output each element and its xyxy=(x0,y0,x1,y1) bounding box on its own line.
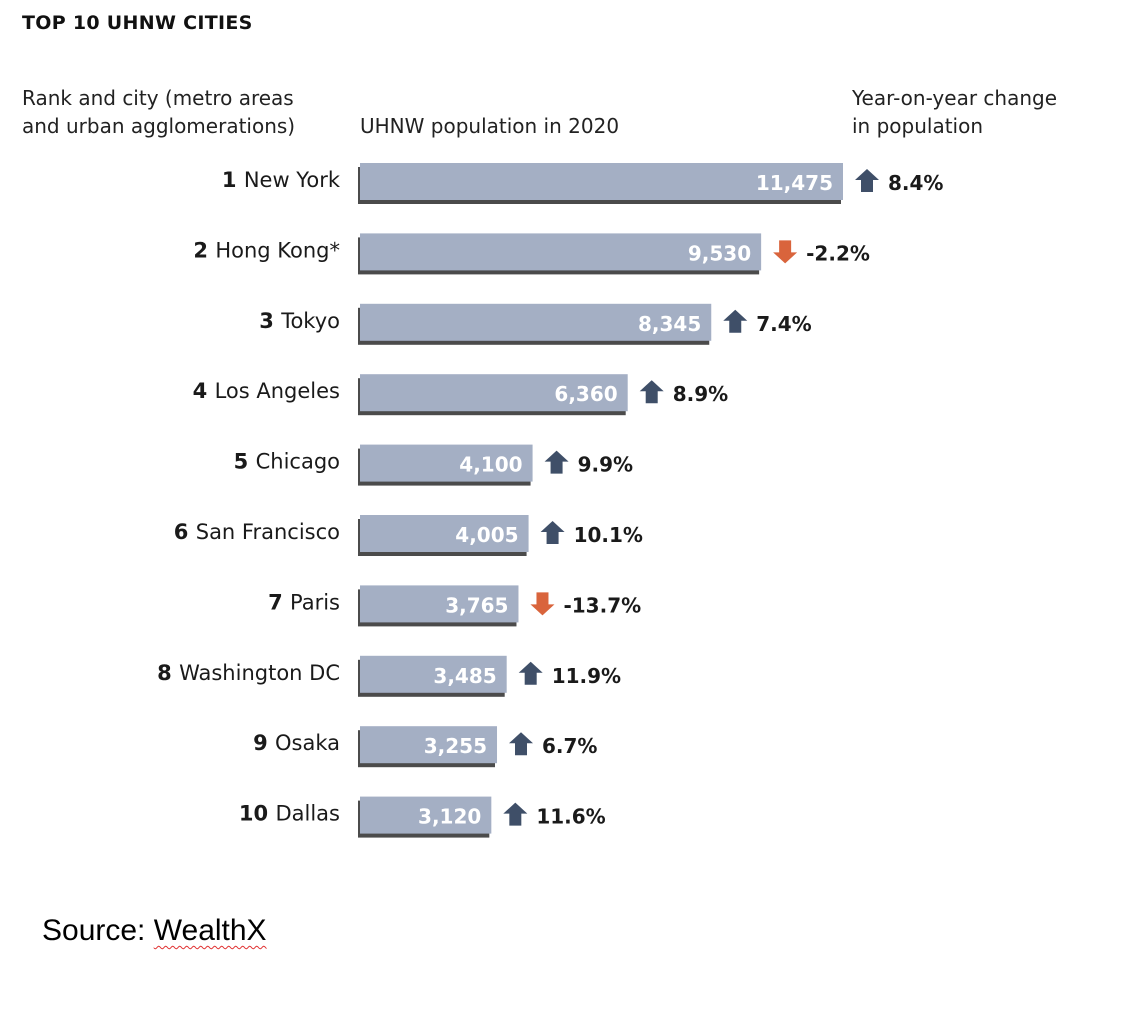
change-header-line-2: in population xyxy=(852,114,984,138)
source-note: Source: WealthX xyxy=(42,914,267,948)
city-name: Los Angeles xyxy=(215,379,340,403)
bar xyxy=(360,444,533,482)
source-name: WealthX xyxy=(153,914,267,947)
city-rank: 9 xyxy=(253,731,275,755)
city-label: 8 Washington DC xyxy=(157,661,340,685)
population-column-header: UHNW population in 2020 xyxy=(360,114,620,138)
arrow-up-icon xyxy=(855,169,879,192)
city-label: 6 San Francisco xyxy=(174,520,340,544)
city-name: Dallas xyxy=(275,802,340,826)
bar-value-label: 3,765 xyxy=(445,593,508,617)
city-rank: 6 xyxy=(174,520,196,544)
bar-row: 9 Osaka 3,255 6.7% xyxy=(253,726,597,768)
bar-value-label: 8,345 xyxy=(638,312,701,336)
city-rank: 1 xyxy=(222,168,244,192)
city-label: 9 Osaka xyxy=(253,731,340,755)
arrow-up-icon xyxy=(540,521,565,544)
bar xyxy=(360,374,628,412)
arrow-up-icon xyxy=(639,380,664,404)
city-label: 5 Chicago xyxy=(234,450,340,474)
city-rank: 10 xyxy=(239,802,276,826)
bar-row: 6 San Francisco 4,005 10.1% xyxy=(174,515,643,556)
change-header-line-1: Year-on-year change xyxy=(852,86,1058,110)
bar-row: 7 Paris 3,765 -13.7% xyxy=(268,585,641,627)
change-label: 8.9% xyxy=(673,382,728,406)
city-label: 3 Tokyo xyxy=(259,309,340,333)
city-label: 2 Hong Kong* xyxy=(193,238,340,262)
bar xyxy=(360,585,519,623)
arrow-up-icon xyxy=(509,732,534,756)
change-label: -13.7% xyxy=(563,593,641,617)
change-label: -2.2% xyxy=(806,241,870,265)
arrow-up-icon xyxy=(503,802,528,826)
city-rank: 3 xyxy=(259,309,281,333)
city-name: Tokyo xyxy=(280,309,340,333)
change-label: 10.1% xyxy=(574,523,643,547)
city-name: Chicago xyxy=(256,450,340,474)
bar-row: 2 Hong Kong* 9,530 -2.2% xyxy=(193,233,870,275)
bar-value-label: 4,100 xyxy=(459,453,522,477)
bar-value-label: 4,005 xyxy=(455,523,518,547)
bar-row: 1 New York 11,475 8.4% xyxy=(222,163,943,204)
arrow-down-icon xyxy=(530,592,555,616)
change-label: 9.9% xyxy=(578,453,633,477)
bar-value-label: 9,530 xyxy=(688,241,751,265)
rank-column-header: Rank and city (metro areas and urban agg… xyxy=(22,84,295,140)
arrow-down-icon xyxy=(773,240,798,264)
bar xyxy=(360,796,492,834)
arrow-up-icon xyxy=(518,661,543,685)
bar xyxy=(360,726,498,764)
bar xyxy=(360,655,507,693)
bar-value-label: 3,485 xyxy=(433,664,496,688)
city-rank: 7 xyxy=(268,590,290,614)
bar-row: 10 Dallas 3,120 11.6% xyxy=(239,796,606,838)
bar-value-label: 3,255 xyxy=(424,734,487,758)
change-label: 8.4% xyxy=(888,171,943,195)
city-name: Hong Kong* xyxy=(215,238,340,262)
rank-header-line-2: and urban agglomerations) xyxy=(22,114,296,138)
bar-value-label: 11,475 xyxy=(756,171,833,195)
city-rank: 8 xyxy=(157,661,179,685)
bar xyxy=(360,163,843,200)
city-rank: 4 xyxy=(193,379,215,403)
city-name: New York xyxy=(244,168,341,192)
arrow-up-icon xyxy=(723,309,748,333)
bar xyxy=(360,233,762,271)
city-name: Osaka xyxy=(275,731,340,755)
city-label: 10 Dallas xyxy=(239,802,340,826)
bar-chart: 1 New York 11,475 8.4% 2 Hong Kong* 9,530 -2.… xyxy=(157,163,943,838)
bar xyxy=(360,303,712,341)
change-label: 7.4% xyxy=(756,312,811,336)
change-label: 6.7% xyxy=(542,734,597,758)
city-label: 4 Los Angeles xyxy=(193,379,340,403)
bar-row: 5 Chicago 4,100 9.9% xyxy=(234,444,633,486)
change-label: 11.9% xyxy=(552,664,621,688)
city-name: Washington DC xyxy=(179,661,340,685)
chart-title: TOP 10 UHNW CITIES xyxy=(22,12,253,34)
city-label: 7 Paris xyxy=(268,590,340,614)
bar-row: 3 Tokyo 8,345 7.4% xyxy=(259,303,812,345)
arrow-up-icon xyxy=(544,450,569,474)
change-label: 11.6% xyxy=(536,805,605,829)
city-name: Paris xyxy=(290,590,340,614)
bar-value-label: 3,120 xyxy=(418,805,481,829)
bar-value-label: 6,360 xyxy=(554,382,617,406)
bar-row: 4 Los Angeles 6,360 8.9% xyxy=(193,374,728,416)
source-prefix: Source: xyxy=(42,914,154,947)
rank-header-line-1: Rank and city (metro areas xyxy=(22,86,294,110)
city-label: 1 New York xyxy=(222,168,341,192)
city-rank: 2 xyxy=(193,238,215,262)
bar xyxy=(360,515,529,552)
change-column-header: Year-on-year change in population xyxy=(852,84,1057,140)
city-rank: 5 xyxy=(234,450,256,474)
city-name: San Francisco xyxy=(196,520,340,544)
bar-row: 8 Washington DC 3,485 11.9% xyxy=(157,655,621,697)
